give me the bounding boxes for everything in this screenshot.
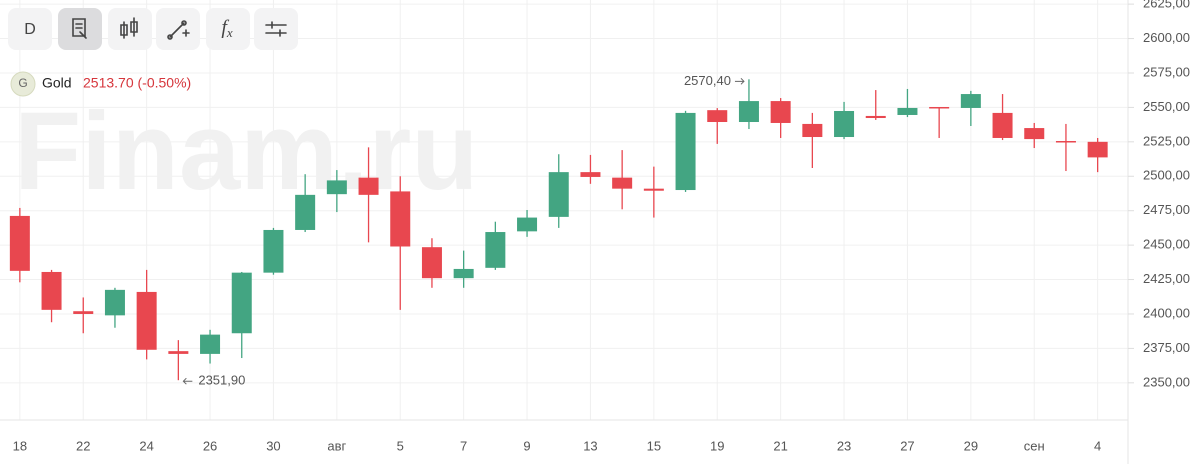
x-tick-label: 29 <box>964 438 978 453</box>
candle-body <box>992 112 1013 138</box>
symbol-name: Gold <box>42 75 72 91</box>
x-tick-label: 9 <box>523 438 530 453</box>
candle-body <box>1024 128 1045 140</box>
candle-body <box>231 272 252 334</box>
annotation-label: 2351,90 <box>198 373 245 388</box>
x-tick-label: 5 <box>397 438 404 453</box>
candle-body <box>9 215 30 271</box>
y-tick-label: 2450,00 <box>1143 237 1190 252</box>
candle-body <box>295 194 316 230</box>
candle-body <box>1087 141 1108 158</box>
candle-body <box>517 217 538 232</box>
candles-button[interactable] <box>108 8 152 50</box>
candle-body <box>104 289 125 316</box>
y-tick-label: 2350,00 <box>1143 374 1190 389</box>
candle-body <box>612 177 633 189</box>
icon <box>265 21 287 37</box>
candle-body <box>738 101 759 123</box>
x-tick-label: 19 <box>710 438 724 453</box>
y-tick-label: 2400,00 <box>1143 305 1190 320</box>
x-tick-label: 7 <box>460 438 467 453</box>
candle-body <box>453 268 474 279</box>
candle-body <box>485 232 506 268</box>
annotation-label: 2570,40 <box>684 73 731 88</box>
candle-body <box>770 101 791 123</box>
x-tick-label: 23 <box>837 438 851 453</box>
x-tick-label: 22 <box>76 438 90 453</box>
symbol-badge <box>10 71 36 97</box>
y-tick-label: 2500,00 <box>1143 168 1190 183</box>
annotation-arrow <box>182 377 193 385</box>
x-tick-label: 15 <box>647 438 661 453</box>
icon <box>167 20 190 40</box>
x-tick-label: 30 <box>266 438 280 453</box>
x-tick-label: сен <box>1024 438 1045 453</box>
indicator-button[interactable] <box>206 8 250 50</box>
annotation-arrow <box>734 77 745 85</box>
candle-body <box>834 110 855 138</box>
candle-body <box>200 334 221 354</box>
candle-body <box>390 191 411 247</box>
y-tick-label: 2375,00 <box>1143 340 1190 355</box>
candle-body <box>865 115 886 119</box>
y-tick-label: 2425,00 <box>1143 271 1190 286</box>
y-tick-label: 2525,00 <box>1143 133 1190 148</box>
y-tick-label: 2625,00 <box>1143 0 1190 11</box>
icon <box>72 18 87 39</box>
candle-body <box>136 291 157 350</box>
icon <box>120 17 138 39</box>
fx-icon: fx <box>221 17 233 40</box>
candle-body <box>326 180 347 195</box>
candle-body <box>802 123 823 138</box>
candle-body <box>548 172 569 217</box>
y-tick-label: 2600,00 <box>1143 30 1190 45</box>
candle-body <box>263 229 284 273</box>
chart-type-button[interactable] <box>58 8 102 50</box>
y-tick-label: 2550,00 <box>1143 99 1190 114</box>
x-tick-label: 27 <box>900 438 914 453</box>
y-tick-label: 2575,00 <box>1143 64 1190 79</box>
candle-body <box>41 271 62 310</box>
period-label[interactable]: D <box>24 21 36 38</box>
candle-body <box>73 311 94 314</box>
x-tick-label: 24 <box>139 438 153 453</box>
candle-body <box>960 94 981 108</box>
candle-body <box>643 188 664 191</box>
y-tick-label: 2475,00 <box>1143 202 1190 217</box>
candle-body <box>675 112 696 191</box>
x-tick-label: авг <box>327 438 346 453</box>
x-tick-label: 13 <box>583 438 597 453</box>
candle-body <box>1055 141 1076 143</box>
candle-body <box>168 351 189 354</box>
symbol-quote: 2513.70 (-0.50%) <box>83 75 191 91</box>
period-button[interactable] <box>8 8 52 50</box>
x-tick-label: 4 <box>1094 438 1101 453</box>
x-tick-label: 21 <box>773 438 787 453</box>
candle-body <box>421 247 442 279</box>
settings-button[interactable] <box>254 8 298 50</box>
x-tick-label: 18 <box>13 438 27 453</box>
candle-body <box>358 177 379 195</box>
x-tick-label: 26 <box>203 438 217 453</box>
symbol-initial: G <box>18 76 27 90</box>
candle-body <box>897 107 918 115</box>
candle-body <box>707 110 728 123</box>
candle-body <box>929 106 950 109</box>
candle-body <box>580 172 601 177</box>
toolbar: D fx <box>8 8 298 50</box>
